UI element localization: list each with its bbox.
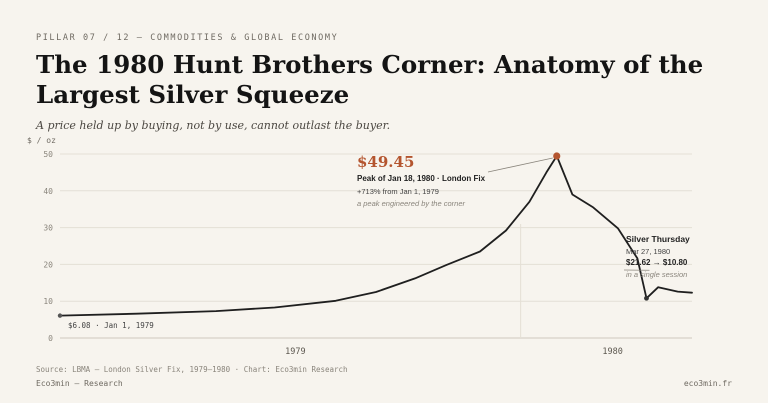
- peak-label: Peak of Jan 18, 1980 · London Fix: [357, 174, 486, 183]
- peak-value: $49.45: [357, 153, 415, 171]
- x-tick-label: 1979: [285, 347, 305, 357]
- y-tick-label: 0: [48, 334, 53, 343]
- page-subtitle: A price held up by buying, not by use, c…: [36, 119, 391, 132]
- y-tick-label: 40: [43, 187, 53, 196]
- y-tick-label: 50: [43, 150, 53, 159]
- silver-thursday-move: $21.62 → $10.80: [626, 258, 688, 267]
- peak-leader: [487, 157, 553, 173]
- footer-brand: Eco3min — Research: [36, 379, 123, 388]
- peak-point: [553, 152, 561, 160]
- silver-thursday-title: Silver Thursday: [626, 234, 690, 244]
- y-tick-label: 30: [43, 224, 53, 233]
- source-note: Source: LBMA — London Silver Fix, 1979–1…: [36, 365, 348, 374]
- footer-site: eco3min.fr: [683, 379, 732, 388]
- y-tick-label: 10: [43, 297, 53, 306]
- y-tick-label: 20: [43, 260, 53, 269]
- peak-percent-change: +713% from Jan 1, 1979: [357, 187, 439, 196]
- y-axis-unit: $ / oz: [27, 136, 56, 145]
- silver-thursday-note: in a single session: [626, 270, 688, 279]
- page-title: The 1980 Hunt Brothers Corner: Anatomy o…: [36, 50, 704, 109]
- start-value-label: $6.08 · Jan 1, 1979: [68, 321, 154, 330]
- silver-thursday-date: Mar 27, 1980: [626, 247, 671, 256]
- peak-note: a peak engineered by the corner: [357, 199, 465, 208]
- eyebrow: PILLAR 07 / 12 — COMMODITIES & GLOBAL EC…: [36, 33, 339, 43]
- thursday-point: [644, 295, 649, 301]
- start-point: [57, 313, 63, 318]
- series-line: [59, 155, 693, 317]
- x-tick-label: 1980: [602, 347, 622, 357]
